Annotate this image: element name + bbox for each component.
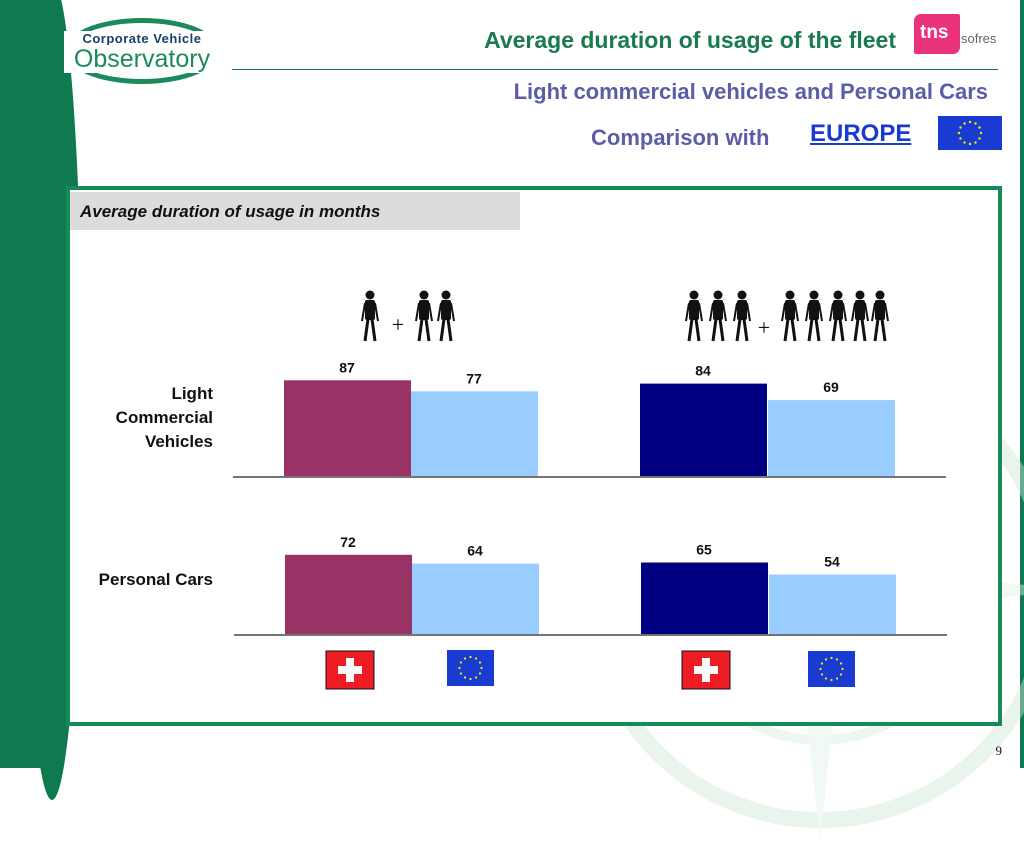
eu-star: [979, 131, 983, 135]
eu-star: [963, 122, 966, 125]
bar-europe-lcv-large-fleet: [768, 400, 895, 476]
eu-star: [478, 661, 482, 664]
swiss-flag-icon: [325, 650, 375, 690]
row-label-light-commercial-vehicles: Light Commercial Vehicles: [63, 382, 213, 454]
page-number: 9: [995, 743, 1003, 758]
bar-switzerland-pc-large-fleet: [641, 562, 768, 634]
tns-logo-text: tns: [920, 22, 949, 43]
eu-star: [474, 657, 478, 660]
europe-link[interactable]: EUROPE: [810, 120, 912, 147]
person-icon: [733, 290, 751, 342]
eu-star: [841, 667, 844, 671]
eu-star: [978, 126, 981, 129]
row-label-line: Commercial: [115, 408, 213, 427]
value-label: 64: [467, 543, 483, 559]
eu-star: [824, 658, 828, 661]
row-label-line: Light: [171, 384, 213, 403]
value-label: 72: [340, 534, 356, 550]
comparison-label: Comparison with: [591, 125, 770, 150]
bar-europe-lcv-small-fleet: [411, 391, 538, 476]
eu-star: [839, 662, 843, 665]
eu-flag-icon: [808, 651, 855, 687]
eu-flag-icon: [447, 650, 494, 686]
eu-star: [968, 142, 972, 146]
chart-heading-text: Average duration of usage in months: [80, 202, 381, 221]
eu-star: [480, 666, 483, 670]
eu-star: [957, 131, 961, 135]
eu-star: [820, 673, 824, 676]
eu-star: [963, 141, 966, 144]
eu-star: [830, 656, 833, 660]
person-icon: [415, 290, 433, 342]
person-icon: [685, 290, 703, 342]
eu-flag-icon: [938, 116, 1002, 150]
tns-logo-badge: [914, 14, 960, 54]
bar-europe-pc-small-fleet: [412, 563, 539, 634]
bar-switzerland-pc-small-fleet: [285, 554, 412, 634]
right-decorative-stripe: [1020, 0, 1024, 768]
eu-star: [463, 676, 467, 679]
value-label: 87: [339, 359, 355, 375]
chart-heading: Average duration of usage in months: [70, 192, 520, 230]
row-label-personal-cars: Personal Cars: [13, 568, 213, 592]
plus-sign: +: [392, 312, 404, 337]
person-icon: [829, 290, 847, 342]
page-subtitle: Light commercial vehicles and Personal C…: [513, 79, 988, 104]
bar-switzerland-lcv-large-fleet: [640, 383, 767, 476]
sofres-logo-text: sofres: [961, 31, 997, 46]
value-label: 69: [823, 379, 839, 395]
eu-star: [959, 126, 962, 129]
person-icon: [781, 290, 799, 342]
bar-chart: 87 72 77 64 84 65 69 54 + +: [233, 290, 947, 690]
row-label-line: Vehicles: [144, 432, 213, 451]
eu-star: [474, 676, 478, 679]
eu-star: [835, 677, 839, 680]
bar-switzerland-lcv-small-fleet: [284, 380, 411, 476]
eu-star: [820, 662, 824, 665]
value-label: 84: [695, 363, 711, 379]
eu-star: [824, 677, 828, 680]
eu-star: [830, 678, 833, 682]
person-icon: [805, 290, 823, 342]
eu-star: [459, 661, 463, 664]
row-label-line: Personal Cars: [98, 570, 213, 589]
eu-star: [463, 657, 467, 660]
title-divider: [232, 69, 998, 70]
corporate-vehicle-observatory-logo: Corporate Vehicle Observatory: [64, 18, 220, 84]
person-icon: [361, 290, 379, 342]
eu-star: [469, 655, 472, 659]
eu-star: [819, 667, 822, 671]
page-title: Average duration of usage of the fleet: [484, 27, 896, 53]
value-label: 65: [696, 542, 712, 558]
eu-star: [968, 120, 972, 124]
value-label: 54: [824, 554, 840, 570]
eu-star: [974, 122, 977, 125]
eu-star: [835, 658, 839, 661]
logo-line2: Observatory: [64, 45, 220, 73]
eu-star: [974, 141, 977, 144]
swiss-flag-icon: [681, 650, 731, 690]
value-label: 77: [466, 370, 482, 386]
eu-star: [469, 677, 472, 681]
person-icon: [437, 290, 455, 342]
eu-star: [458, 666, 461, 670]
person-icon: [871, 290, 889, 342]
eu-star: [959, 137, 962, 140]
eu-star: [478, 672, 482, 675]
bar-europe-pc-large-fleet: [769, 574, 896, 634]
person-icon: [709, 290, 727, 342]
logo-line1: Corporate Vehicle: [64, 31, 220, 46]
eu-star: [459, 672, 463, 675]
eu-star: [978, 137, 981, 140]
plus-sign: +: [758, 315, 770, 340]
person-icon: [851, 290, 869, 342]
eu-star: [839, 673, 843, 676]
